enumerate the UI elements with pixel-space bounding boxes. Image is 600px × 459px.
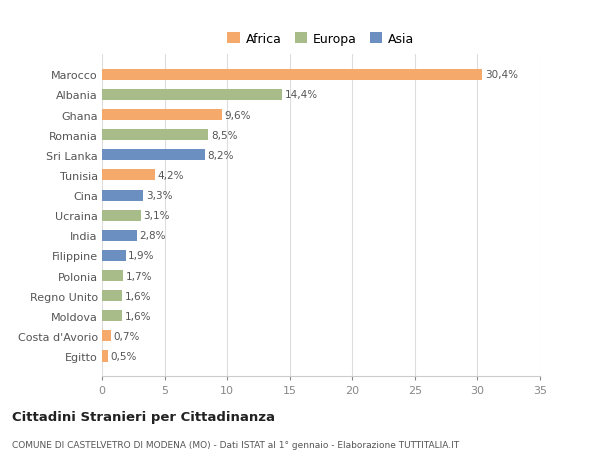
Text: 3,3%: 3,3% — [146, 190, 172, 201]
Bar — [102, 311, 122, 322]
Text: 4,2%: 4,2% — [157, 171, 184, 180]
Bar — [102, 130, 208, 141]
Bar — [102, 150, 205, 161]
Text: 1,9%: 1,9% — [128, 251, 155, 261]
Bar — [102, 291, 122, 302]
Bar — [102, 250, 126, 262]
Bar — [102, 170, 155, 181]
Text: 9,6%: 9,6% — [224, 110, 251, 120]
Bar — [102, 190, 143, 201]
Text: COMUNE DI CASTELVETRO DI MODENA (MO) - Dati ISTAT al 1° gennaio - Elaborazione T: COMUNE DI CASTELVETRO DI MODENA (MO) - D… — [12, 441, 459, 449]
Legend: Africa, Europa, Asia: Africa, Europa, Asia — [224, 29, 418, 50]
Text: 2,8%: 2,8% — [140, 231, 166, 241]
Bar — [102, 210, 141, 221]
Text: 0,7%: 0,7% — [113, 331, 140, 341]
Text: 3,1%: 3,1% — [143, 211, 170, 221]
Bar — [102, 351, 108, 362]
Bar — [102, 330, 111, 341]
Text: 8,2%: 8,2% — [207, 151, 233, 161]
Text: Cittadini Stranieri per Cittadinanza: Cittadini Stranieri per Cittadinanza — [12, 410, 275, 423]
Text: 1,7%: 1,7% — [126, 271, 152, 281]
Text: 8,5%: 8,5% — [211, 130, 238, 140]
Bar — [102, 110, 222, 121]
Text: 14,4%: 14,4% — [285, 90, 318, 100]
Text: 1,6%: 1,6% — [125, 291, 151, 301]
Bar — [102, 270, 123, 281]
Bar — [102, 70, 482, 81]
Bar — [102, 90, 282, 101]
Text: 30,4%: 30,4% — [485, 70, 518, 80]
Text: 0,5%: 0,5% — [111, 351, 137, 361]
Bar — [102, 230, 137, 241]
Text: 1,6%: 1,6% — [125, 311, 151, 321]
